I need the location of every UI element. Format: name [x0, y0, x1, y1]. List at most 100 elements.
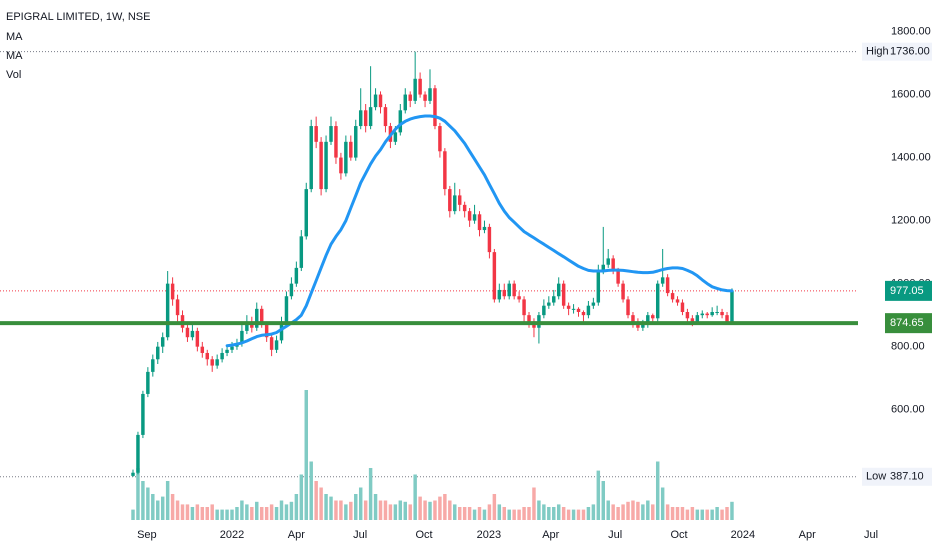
volume-bar [606, 500, 610, 520]
volume-bar [700, 509, 704, 520]
support-label-box [885, 313, 932, 334]
volume-bar [363, 500, 368, 520]
volume-bar [284, 504, 289, 520]
volume-bar [225, 509, 229, 520]
candle-body [314, 126, 318, 142]
candle-body [457, 195, 462, 205]
volume-bar [715, 507, 719, 520]
candle-body [626, 299, 630, 316]
volume-bar [532, 487, 536, 520]
volume-bar [358, 487, 363, 520]
volume-bar [403, 501, 407, 520]
volume-bar [591, 504, 596, 520]
volume-bar [576, 509, 581, 520]
candle-body [467, 211, 472, 221]
candle-body [576, 308, 581, 312]
candle-body [259, 308, 264, 325]
volume-bar [705, 509, 709, 520]
candle-body [527, 315, 531, 322]
volume-bar [245, 504, 249, 520]
volume-bar [695, 509, 700, 520]
candle-body [200, 346, 205, 353]
indicator-label: MA [6, 50, 23, 62]
candle-body [655, 283, 660, 319]
low-name: Low [866, 471, 886, 483]
x-tick-label: Jul [608, 529, 622, 541]
candle-body [245, 321, 249, 331]
volume-bar [418, 496, 422, 520]
candle-body [225, 349, 229, 353]
volume-bar [631, 500, 635, 520]
last-price-label: 977.05 [890, 285, 924, 297]
candle-body [591, 302, 596, 306]
candle-body [304, 189, 308, 237]
volume-bar [685, 509, 690, 520]
candle-body [358, 110, 363, 127]
volume-bar [250, 507, 254, 520]
support-label: 874.65 [890, 317, 924, 329]
volume-bar [601, 481, 605, 520]
candle-body [710, 312, 714, 316]
candle-body [398, 110, 403, 133]
candle-body [423, 94, 427, 101]
candle-body [695, 315, 700, 322]
candle-body [453, 195, 457, 212]
low-label-box [862, 467, 932, 486]
volume-bar [448, 500, 452, 520]
candle-body [448, 189, 452, 212]
candle-body [334, 126, 338, 158]
y-tick-label: 600.00 [891, 404, 925, 416]
volume-bar [190, 507, 195, 520]
candle-body [556, 283, 561, 297]
volume-bar [324, 494, 328, 520]
volume-bar [512, 509, 516, 520]
x-tick-label: 2023 [477, 529, 501, 541]
candle-body [705, 313, 709, 316]
volume-bar [636, 501, 640, 520]
candle-body [373, 94, 378, 108]
volume-bar [185, 504, 190, 520]
volume-bar [264, 507, 269, 520]
volume-bar [443, 494, 447, 520]
candle-body [438, 126, 442, 152]
candle-body [393, 132, 398, 142]
candle-body [586, 305, 591, 316]
volume-bar [255, 501, 259, 520]
candle-body [492, 252, 497, 300]
volume-bar [131, 509, 135, 520]
candle-body [616, 271, 620, 284]
volume-bar [457, 507, 462, 520]
volume-bar [626, 501, 630, 520]
volume-bar [319, 487, 323, 520]
volume-bar [462, 507, 467, 520]
volume-bar [527, 507, 531, 520]
candle-body [660, 277, 665, 284]
volume-bar [398, 500, 403, 520]
candle-body [507, 283, 511, 297]
candle-body [141, 393, 145, 435]
candle-body [339, 157, 343, 174]
candle-body [210, 359, 214, 366]
volume-bar [240, 500, 244, 520]
candle-body [725, 315, 729, 322]
indicator-label: MA [6, 31, 23, 43]
candle-body [547, 302, 551, 306]
candle-body [552, 296, 556, 303]
volume-bar [344, 504, 348, 520]
candle-body [264, 324, 269, 338]
indicator-label: Vol [6, 69, 21, 81]
volume-bar [556, 504, 561, 520]
volume-bar [339, 500, 343, 520]
candle-body [443, 151, 447, 190]
x-tick-label: Oct [670, 529, 687, 541]
volume-bar [522, 507, 526, 520]
candle-body [205, 352, 209, 360]
volume-bar [294, 494, 299, 520]
volume-bar [289, 501, 294, 520]
candle-body [428, 88, 432, 101]
candle-body [378, 94, 383, 108]
volume-bar [413, 474, 417, 520]
candle-body [621, 283, 625, 300]
volume-bar [492, 494, 497, 520]
reference-layer: 600.00800.001000.001200.001400.001600.00… [0, 25, 931, 541]
